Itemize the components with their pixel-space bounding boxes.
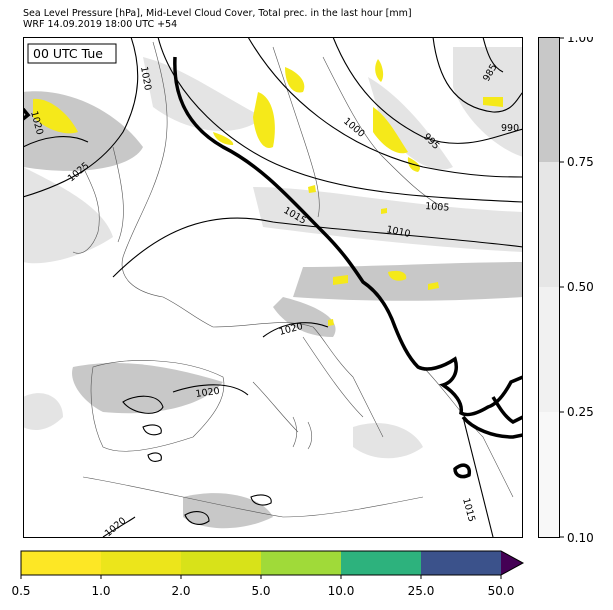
precip-colorbar: 0.5 1.0 2.0 5.0 10.0 25.0 50.0 bbox=[11, 550, 525, 598]
cloud-cover bbox=[23, 47, 523, 529]
precip-tick: 1.0 bbox=[91, 584, 110, 598]
cloud-tick: 0.25 bbox=[567, 405, 594, 419]
precip-tick: 25.0 bbox=[408, 584, 435, 598]
precip-tick: 5.0 bbox=[251, 584, 270, 598]
precip-band bbox=[341, 551, 421, 575]
cloud-tick: 0.50 bbox=[567, 280, 594, 294]
precip-band bbox=[21, 551, 101, 575]
cloud-tick: 0.75 bbox=[567, 155, 594, 169]
cloud-tick: 0.10 bbox=[567, 531, 594, 545]
isobar-label: 1010 bbox=[385, 224, 411, 240]
isobar-label: 1005 bbox=[425, 201, 450, 214]
isobars bbox=[23, 37, 523, 538]
precip-tick: 10.0 bbox=[328, 584, 355, 598]
cloud-band bbox=[538, 37, 560, 162]
cloud-band bbox=[538, 412, 560, 538]
cloud-band bbox=[538, 287, 560, 412]
precipitation-patches bbox=[33, 59, 503, 326]
cloud-tick: 1.00 bbox=[567, 37, 594, 45]
map-subtitle: WRF 14.09.2019 18:00 UTC +54 bbox=[23, 19, 178, 30]
precip-band bbox=[101, 551, 181, 575]
precip-band bbox=[181, 551, 261, 575]
map-frame bbox=[23, 37, 523, 538]
precip-tick: 50.0 bbox=[488, 584, 515, 598]
cloud-band bbox=[538, 162, 560, 287]
cloud-cover-colorbar: 1.00 0.75 0.50 0.25 0.10 bbox=[538, 37, 594, 545]
coastlines bbox=[72, 41, 514, 518]
time-label-box bbox=[27, 43, 117, 64]
precip-band bbox=[421, 551, 501, 575]
thick-isobar bbox=[23, 56, 523, 479]
weather-map: 1020 1020 1025 1015 1010 1005 1000 995 9… bbox=[23, 37, 523, 538]
precip-tick: 0.5 bbox=[11, 584, 30, 598]
precip-band bbox=[261, 551, 341, 575]
map-title: Sea Level Pressure [hPa], Mid-Level Clou… bbox=[23, 8, 412, 19]
isobar-label: 1020 bbox=[195, 386, 220, 400]
precip-extend-arrow bbox=[501, 551, 523, 575]
isobar-label: 1020 bbox=[138, 66, 153, 92]
time-label: 00 UTC Tue bbox=[33, 46, 103, 61]
isobar-label: 990 bbox=[501, 123, 519, 134]
precip-tick: 2.0 bbox=[171, 584, 190, 598]
